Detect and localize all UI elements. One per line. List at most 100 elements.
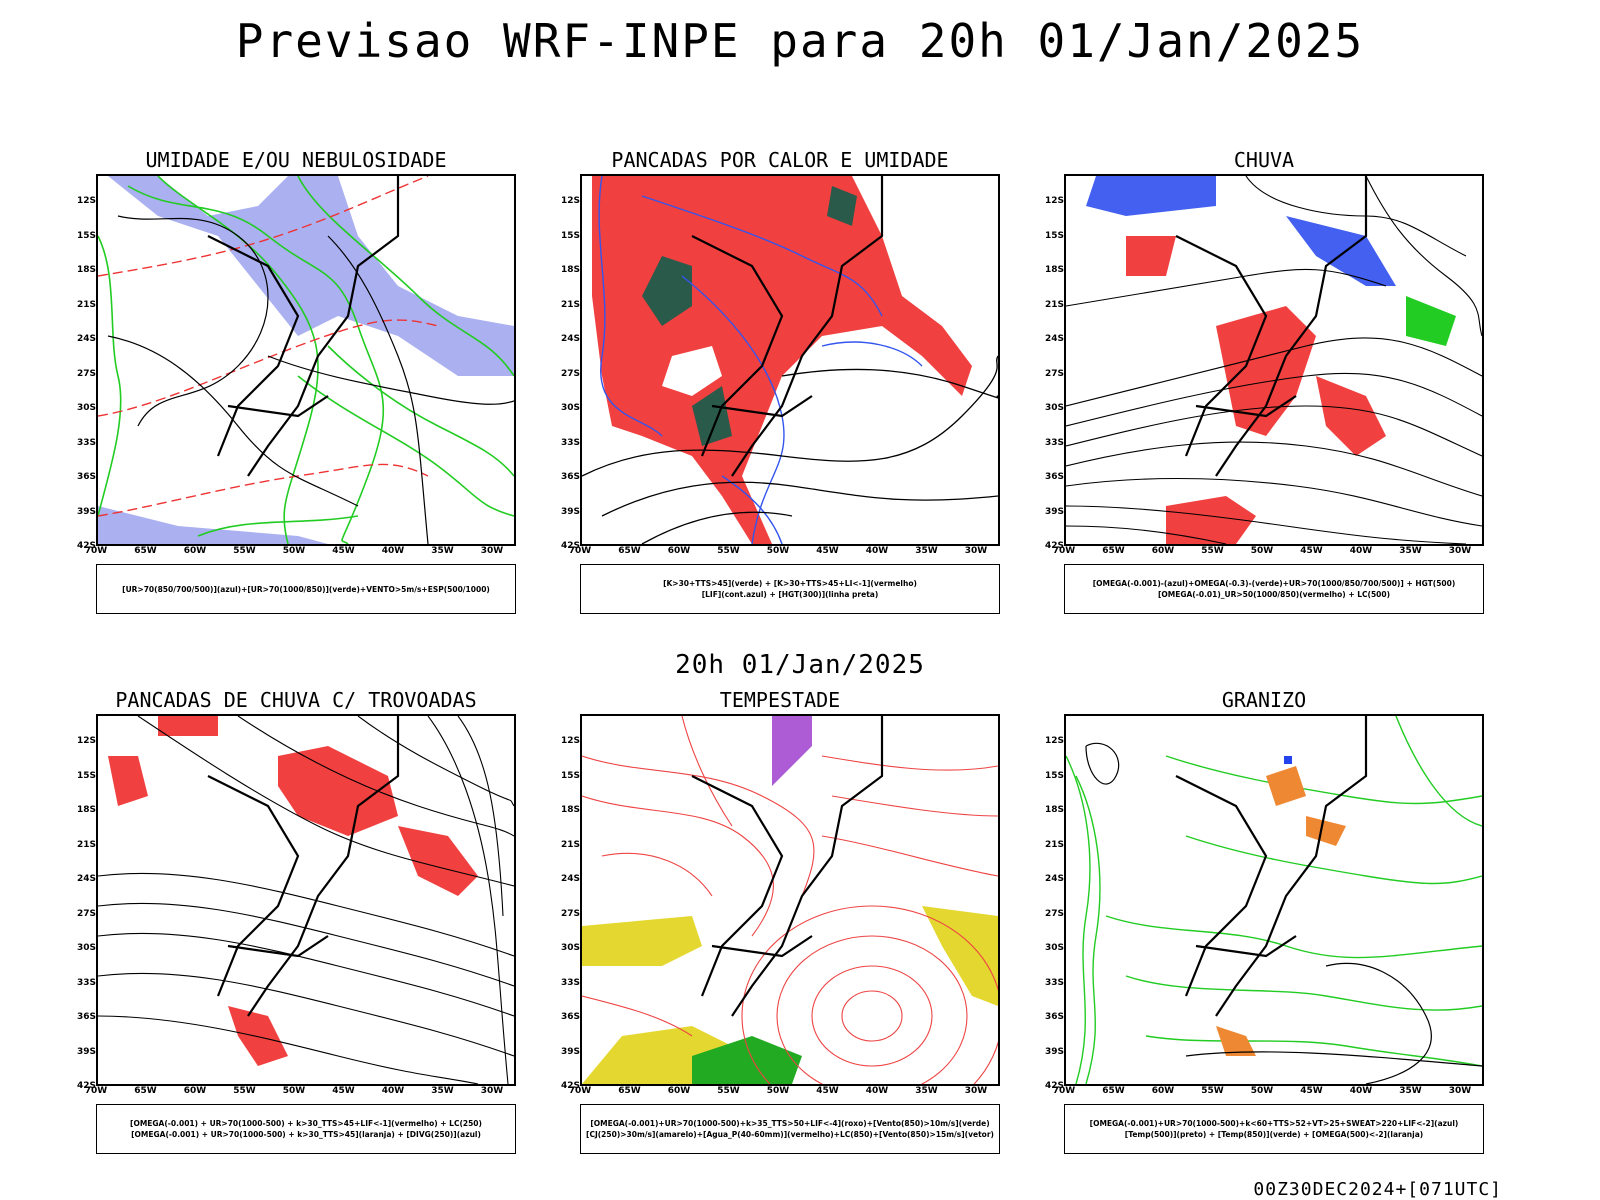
lon-tick-label: 60W <box>183 546 207 556</box>
lon-tick-label: 45W <box>816 546 839 556</box>
panel-tempestade: TEMPESTADE <box>560 688 1000 1178</box>
lat-tick-label: 18S <box>560 265 580 275</box>
lat-tick-label: 15S <box>76 230 96 241</box>
lat-tick-label: 42S <box>76 1081 96 1091</box>
weather-map-trovoadas <box>98 716 514 1084</box>
lat-tick-label: 33S <box>1044 977 1064 988</box>
lon-tick-label: 35W <box>915 1086 938 1096</box>
lon-tick-label: 50W <box>282 546 306 556</box>
lat-tick-label: 18S <box>1044 805 1064 815</box>
map-granizo <box>1064 714 1484 1086</box>
run-timestamp: 00Z30DEC2024+[071UTC] <box>1253 1179 1502 1200</box>
lat-tick-label: 30S <box>76 943 96 953</box>
panel-title: PANCADAS POR CALOR E UMIDADE <box>611 148 949 172</box>
lat-tick-label: 33S <box>1044 437 1064 448</box>
lat-tick-label: 36S <box>1044 472 1064 482</box>
lat-tick-label: 33S <box>560 977 580 988</box>
panel-legend: [UR>70(850/700/500)](azul)+[UR>70(1000/8… <box>96 564 516 614</box>
panel-title: GRANIZO <box>1221 688 1307 712</box>
lat-tick-label: 24S <box>76 334 96 344</box>
legend-line: [OMEGA(-0.001)+UR>70(1000-500)+k>35_TTS>… <box>590 1119 990 1128</box>
lat-tick-label: 42S <box>560 541 580 551</box>
lon-tick-label: 70W <box>1052 546 1076 556</box>
lat-tick-label: 21S <box>1044 839 1064 850</box>
lon-tick-label: 35W <box>431 546 454 556</box>
legend-line: [OMEGA(-0.01)_UR>50(1000/850)(vermelho) … <box>1157 590 1391 599</box>
lon-tick-label: 65W <box>618 546 641 556</box>
lat-tick-label: 27S <box>560 908 580 919</box>
lat-tick-label: 42S <box>76 541 96 551</box>
lat-tick-label: 12S <box>1044 196 1064 206</box>
lon-tick-label: 70W <box>84 546 108 556</box>
lon-tick-label: 40W <box>1349 1086 1373 1096</box>
lat-tick-label: 33S <box>76 437 96 448</box>
panel-granizo: GRANIZO <box>1044 688 1484 1178</box>
lon-tick-label: 60W <box>183 1086 207 1096</box>
lon-tick-label: 50W <box>282 1086 306 1096</box>
lon-tick-label: 70W <box>568 546 592 556</box>
lat-tick-label: 27S <box>560 368 580 379</box>
legend-line: [OMEGA(-0.001) + UR>70(1000-500) + k>30_… <box>131 1130 481 1139</box>
lat-tick-label: 15S <box>1044 230 1064 241</box>
lon-tick-label: 65W <box>1102 1086 1125 1096</box>
lat-tick-label: 42S <box>1044 1081 1064 1091</box>
lat-tick-label: 42S <box>1044 541 1064 551</box>
lat-tick-label: 30S <box>560 943 580 953</box>
legend-line: [OMEGA(-0.001) + UR>70(1000-500) + k>30_… <box>130 1119 482 1128</box>
lat-tick-label: 24S <box>1044 874 1064 884</box>
lon-tick-label: 45W <box>332 1086 355 1096</box>
lat-tick-label: 36S <box>560 472 580 482</box>
lon-tick-label: 55W <box>233 1086 256 1096</box>
lat-tick-label: 39S <box>76 506 96 517</box>
lat-tick-label: 12S <box>560 196 580 206</box>
lat-tick-label: 36S <box>76 1012 96 1022</box>
lon-tick-label: 55W <box>717 546 740 556</box>
legend-line: [LIF](cont.azul) + [HGT(300)](linha pret… <box>701 590 879 599</box>
lon-tick-label: 70W <box>568 1086 592 1096</box>
lat-tick-label: 24S <box>76 874 96 884</box>
lat-tick-label: 15S <box>560 770 580 781</box>
lon-tick-label: 55W <box>1201 1086 1224 1096</box>
lat-tick-label: 21S <box>76 299 96 310</box>
weather-map-chuva <box>1066 176 1482 544</box>
lon-tick-label: 70W <box>84 1086 108 1096</box>
panel-title: PANCADAS DE CHUVA C/ TROVOADAS <box>115 688 477 712</box>
lat-tick-label: 21S <box>560 299 580 310</box>
lat-tick-label: 30S <box>560 403 580 413</box>
legend-line: [OMEGA(-0.001)+UR>70(1000-500)+k<60+TTS>… <box>1089 1119 1459 1128</box>
lon-tick-label: 30W <box>964 1086 988 1096</box>
panel-pancadas-calor: PANCADAS POR CALOR E UMIDADE <box>560 148 1000 638</box>
legend-line: [UR>70(850/700/500)](azul)+[UR>70(1000/8… <box>122 584 490 594</box>
legend-line: [OMEGA(-0.001)-(azul)+OMEGA(-0.3)-(verde… <box>1092 579 1456 588</box>
lat-tick-label: 30S <box>76 403 96 413</box>
lon-tick-label: 30W <box>1448 546 1472 556</box>
lon-tick-label: 60W <box>1151 1086 1175 1096</box>
lon-tick-label: 35W <box>1399 1086 1422 1096</box>
lon-tick-label: 40W <box>1349 546 1373 556</box>
lon-tick-label: 30W <box>480 1086 504 1096</box>
map-tempestade <box>580 714 1000 1086</box>
legend-line: [CJ(250)>30m/s](amarelo)+[Agua_P(40-60mm… <box>586 1130 994 1139</box>
panel-chuva: CHUVA <box>1044 148 1484 638</box>
lat-tick-label: 39S <box>1044 506 1064 517</box>
lon-tick-label: 65W <box>134 1086 157 1096</box>
map-chuva <box>1064 174 1484 546</box>
lon-tick-label: 50W <box>1250 546 1274 556</box>
page-title: Previsao WRF-INPE para 20h 01/Jan/2025 <box>235 14 1365 68</box>
legend-line: [K>30+TTS>45](verde) + [K>30+TTS>45+LI<-… <box>663 579 917 588</box>
lon-tick-label: 70W <box>1052 1086 1076 1096</box>
lon-tick-label: 40W <box>865 546 889 556</box>
lat-tick-label: 33S <box>560 437 580 448</box>
lon-tick-label: 35W <box>431 1086 454 1096</box>
panel-title: TEMPESTADE <box>719 688 841 712</box>
lon-tick-label: 65W <box>618 1086 641 1096</box>
lat-tick-label: 39S <box>560 506 580 517</box>
panel-legend: [OMEGA(-0.001)+UR>70(1000-500)+k>35_TTS>… <box>580 1104 1000 1154</box>
lon-tick-label: 60W <box>667 1086 691 1096</box>
weather-map-umidade <box>98 176 514 544</box>
panel-legend: [OMEGA(-0.001) + UR>70(1000-500) + k>30_… <box>96 1104 516 1154</box>
lat-tick-label: 21S <box>560 839 580 850</box>
weather-map-pancadas-calor <box>582 176 998 544</box>
lon-tick-label: 60W <box>1151 546 1175 556</box>
lat-tick-label: 18S <box>76 265 96 275</box>
